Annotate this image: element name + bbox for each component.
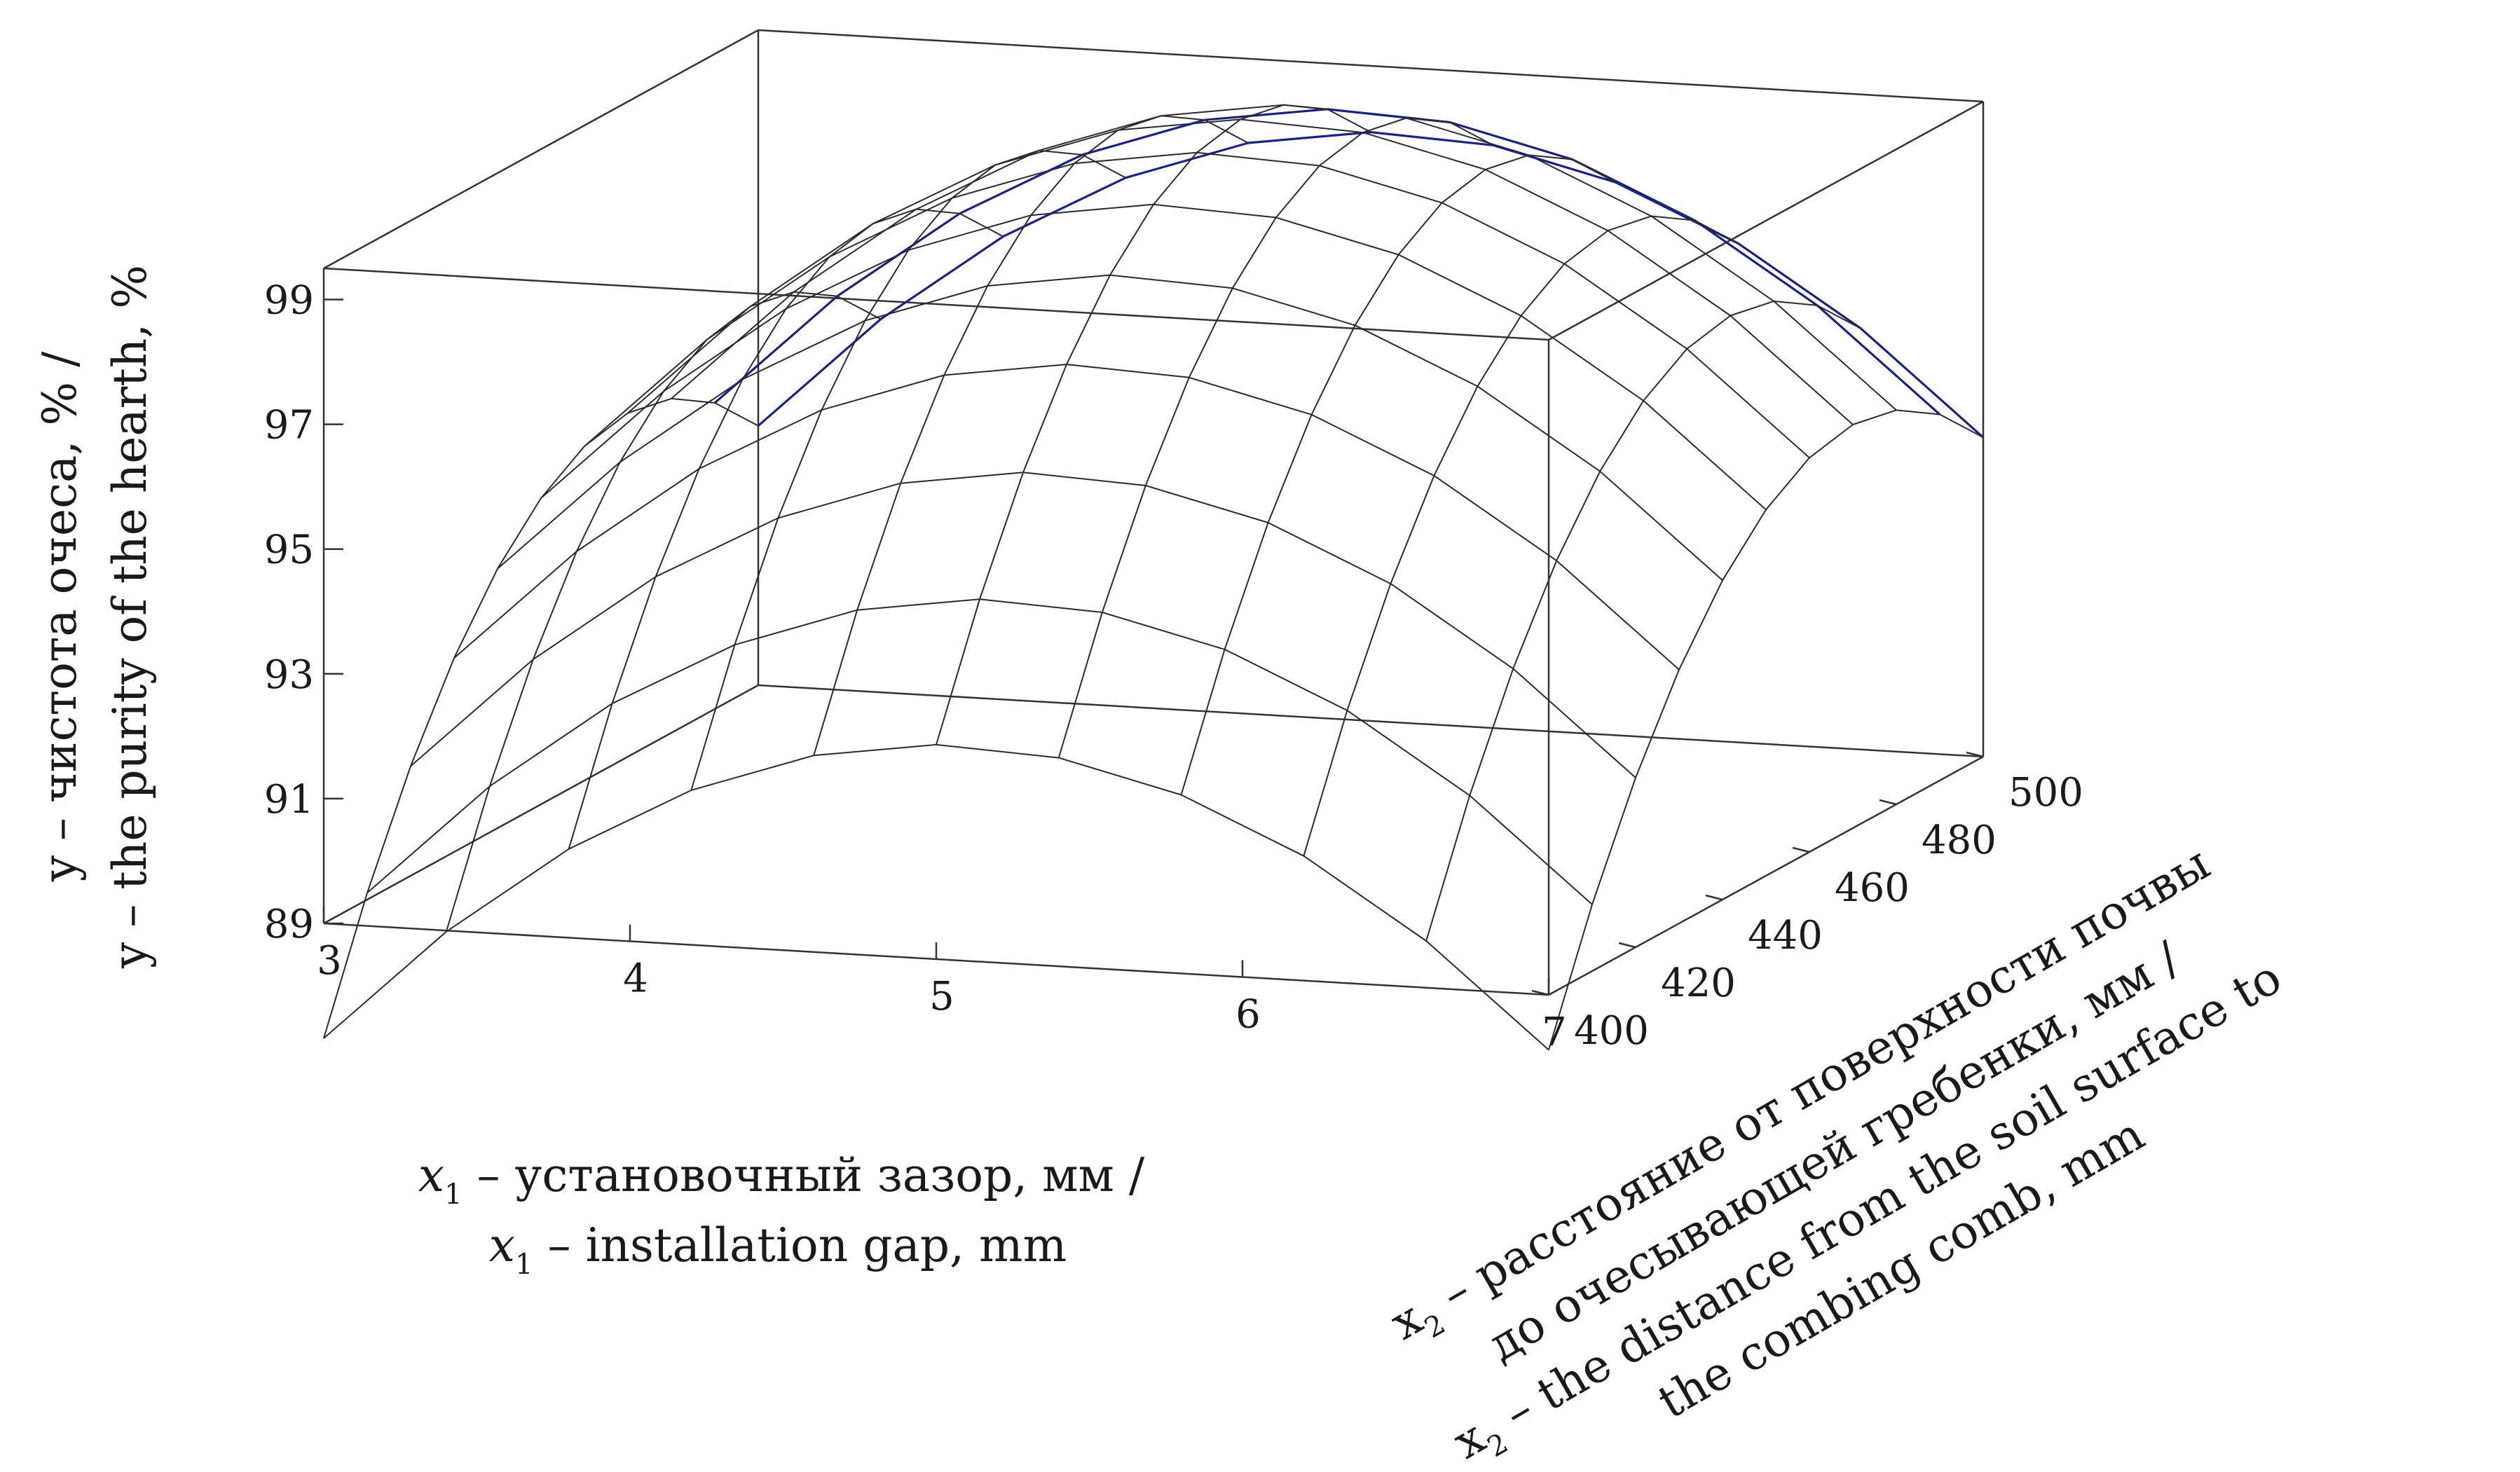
box-edge [758,684,1984,758]
x2-tick-label: 440 [1748,913,1823,958]
x1-label-sub-en: 1 [515,1249,533,1281]
x1-tick-label: 7 [1542,1010,1567,1055]
box-edge [323,684,759,925]
svg-text:x1 – installation gap, mm: x1 – installation gap, mm [489,1218,1067,1281]
z-axis-label-line2: y – the purity of the hearth, % [103,265,157,969]
z-tick-label: 95 [264,528,314,573]
mesh-line-x1-5.4 [1057,117,1494,758]
x2-tick-mark [1879,799,1897,806]
x1-label-var: x [418,1148,444,1202]
x1-tick-label: 4 [623,956,648,1002]
x2-tick-label: 420 [1661,961,1736,1006]
x1-axis-label: x1 – установочный зазор, мм / x1 – insta… [418,1148,1145,1281]
x1-tick-label: 3 [317,938,342,984]
x1-label-var-en: x [489,1218,515,1272]
mesh-line-x1-5 [936,104,1371,745]
x2-tick-mark [1531,989,1549,996]
x1-tick-label: 6 [1235,992,1261,1038]
mesh-line-x2-460 [584,151,1810,459]
box-edge [1548,755,1984,996]
x2-tick-label: 480 [1922,818,1997,863]
surface-mesh [323,104,1985,1051]
mesh-line-x1-7 [1548,409,1984,1050]
mesh-line-x1-6.6 [1425,300,1861,942]
mesh-line-x1-4.2 [690,149,1126,791]
mesh-line-x1-5.8 [1180,154,1617,795]
z-axis-label: y – чистота очеса, % / y – the purity of… [33,265,157,969]
x2-tick-label: 460 [1835,865,1910,911]
mesh-line-x2-480 [671,104,1897,411]
mesh-line-x2-500 [757,131,1985,439]
x2-tick-mark [1792,846,1810,853]
box-edge [758,29,1984,103]
mesh-line-x1-4.6 [813,115,1249,756]
x2-tick-mark [1966,751,1984,758]
mesh-line-x1-3.4 [445,291,882,933]
x2-tick-mark [1618,942,1636,949]
x1-label-text-en: – installation gap, mm [533,1218,1067,1272]
z-axis-label-line1: y – чистота очеса, % / [33,351,87,882]
x2-tick-label: 400 [1574,1008,1649,1054]
mesh-line-x1-3 [323,397,759,1039]
x2-axis-label: x2 – расстояние от поверхности почвы до … [1381,836,2290,1469]
z-tick-label: 89 [264,902,314,947]
svg-text:x1 – установочный зазор, мм /: x1 – установочный зазор, мм / [418,1148,1145,1211]
x1-label-sub: 1 [444,1178,462,1211]
bounding-box-back [323,29,1985,925]
z-tick-label: 99 [264,278,314,324]
box-edge [323,267,1549,341]
mesh-line-x2-410 [367,598,1593,905]
x2-tick-mark [1705,894,1723,901]
box-edge [1548,100,1984,341]
box-edge [323,29,759,270]
z-tick-label: 91 [264,777,314,823]
mesh-line-x2-440 [497,274,1723,582]
mesh-line-x2-490 [713,108,1941,415]
x1-label-text-ru: – установочный зазор, мм / [463,1148,1145,1202]
mesh-line-x1-6.2 [1303,215,1739,856]
x1-tick-label: 5 [929,974,954,1019]
mesh-line-x2-420 [410,472,1636,778]
z-tick-label: 97 [264,403,314,448]
mesh-line-x1-3.8 [568,208,1004,850]
z-tick-label: 93 [264,652,314,698]
bounding-box-front [322,268,1984,996]
x2-tick-label: 500 [2008,770,2083,816]
